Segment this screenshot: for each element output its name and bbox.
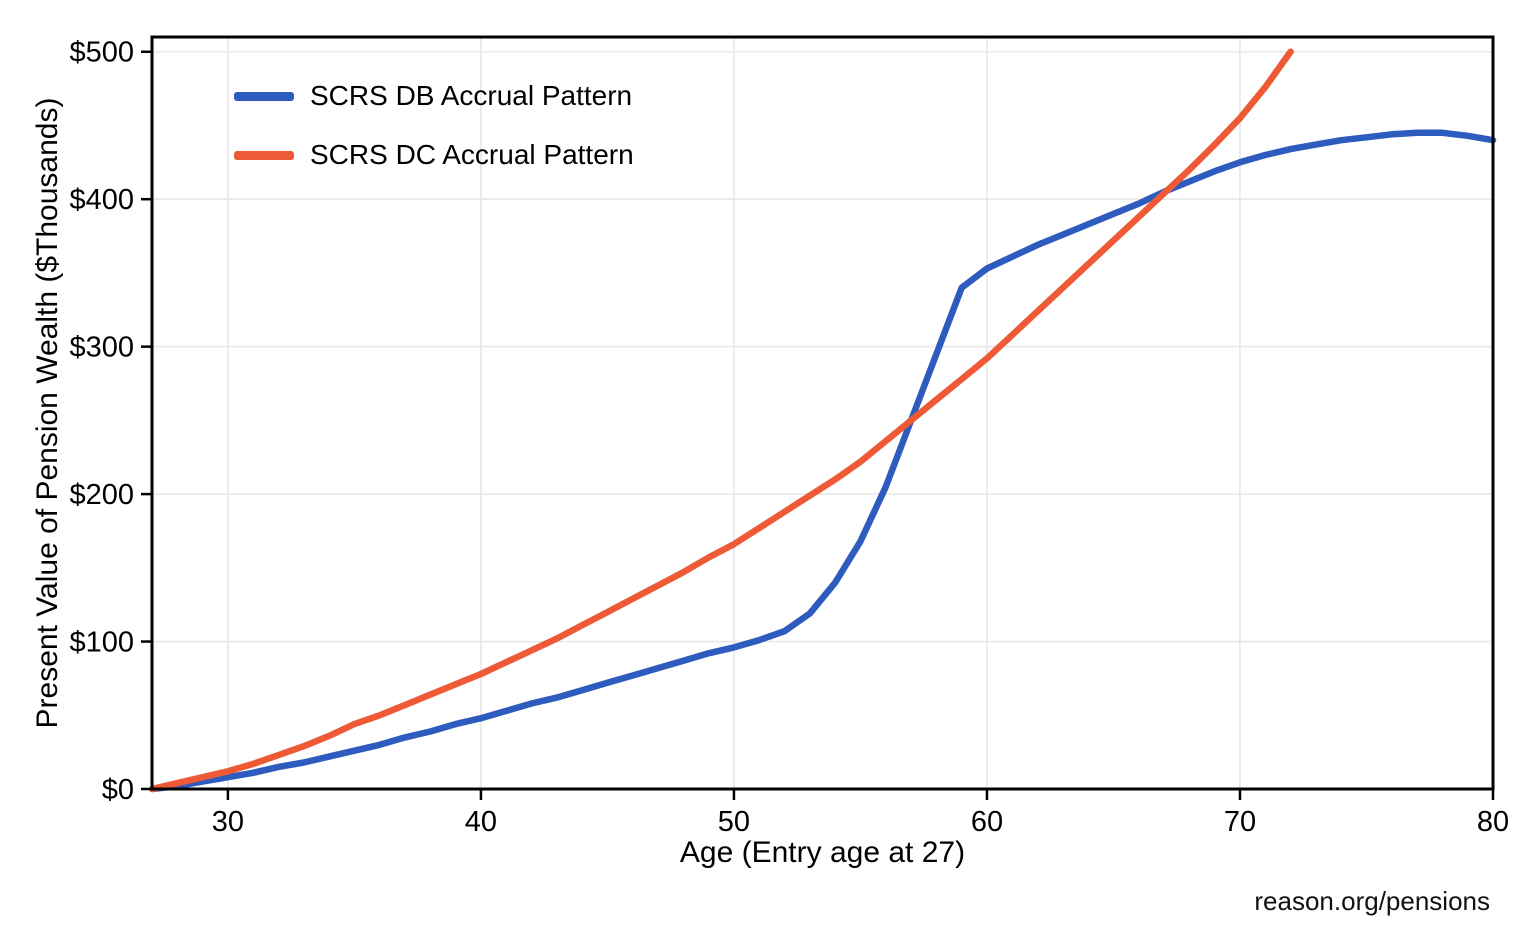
legend-item: SCRS DC Accrual Pattern bbox=[234, 137, 634, 173]
legend: SCRS DB Accrual Pattern SCRS DC Accrual … bbox=[234, 78, 634, 173]
x-tick-label: 60 bbox=[971, 806, 1003, 838]
y-tick-label: $200 bbox=[69, 479, 134, 511]
y-axis-title: Present Value of Pension Wealth ($Thousa… bbox=[31, 97, 64, 729]
y-tick-label: $100 bbox=[69, 627, 134, 659]
x-tick-label: 30 bbox=[212, 806, 244, 838]
watermark: reason.org/pensions bbox=[1254, 886, 1490, 916]
legend-label: SCRS DB Accrual Pattern bbox=[310, 80, 633, 111]
y-tick-label: $400 bbox=[69, 184, 134, 216]
y-tick-label: $0 bbox=[102, 774, 134, 806]
y-tick-label: $500 bbox=[69, 37, 134, 69]
series-line-dc bbox=[148, 48, 1294, 793]
series-line-db bbox=[148, 129, 1497, 793]
y-tick-label: $300 bbox=[69, 332, 134, 364]
legend-label: SCRS DC Accrual Pattern bbox=[310, 139, 634, 170]
x-axis-title: Age (Entry age at 27) bbox=[679, 836, 966, 869]
x-tick-label: 50 bbox=[718, 806, 750, 838]
plot-border bbox=[150, 35, 1495, 791]
legend-line-swatch-dc bbox=[234, 150, 294, 160]
legend-line-swatch-db bbox=[234, 91, 294, 101]
x-tick-label: 40 bbox=[465, 806, 497, 838]
legend-item: SCRS DB Accrual Pattern bbox=[234, 78, 634, 114]
x-tick-label: 70 bbox=[1224, 806, 1256, 838]
x-tick-label: 80 bbox=[1477, 806, 1509, 838]
